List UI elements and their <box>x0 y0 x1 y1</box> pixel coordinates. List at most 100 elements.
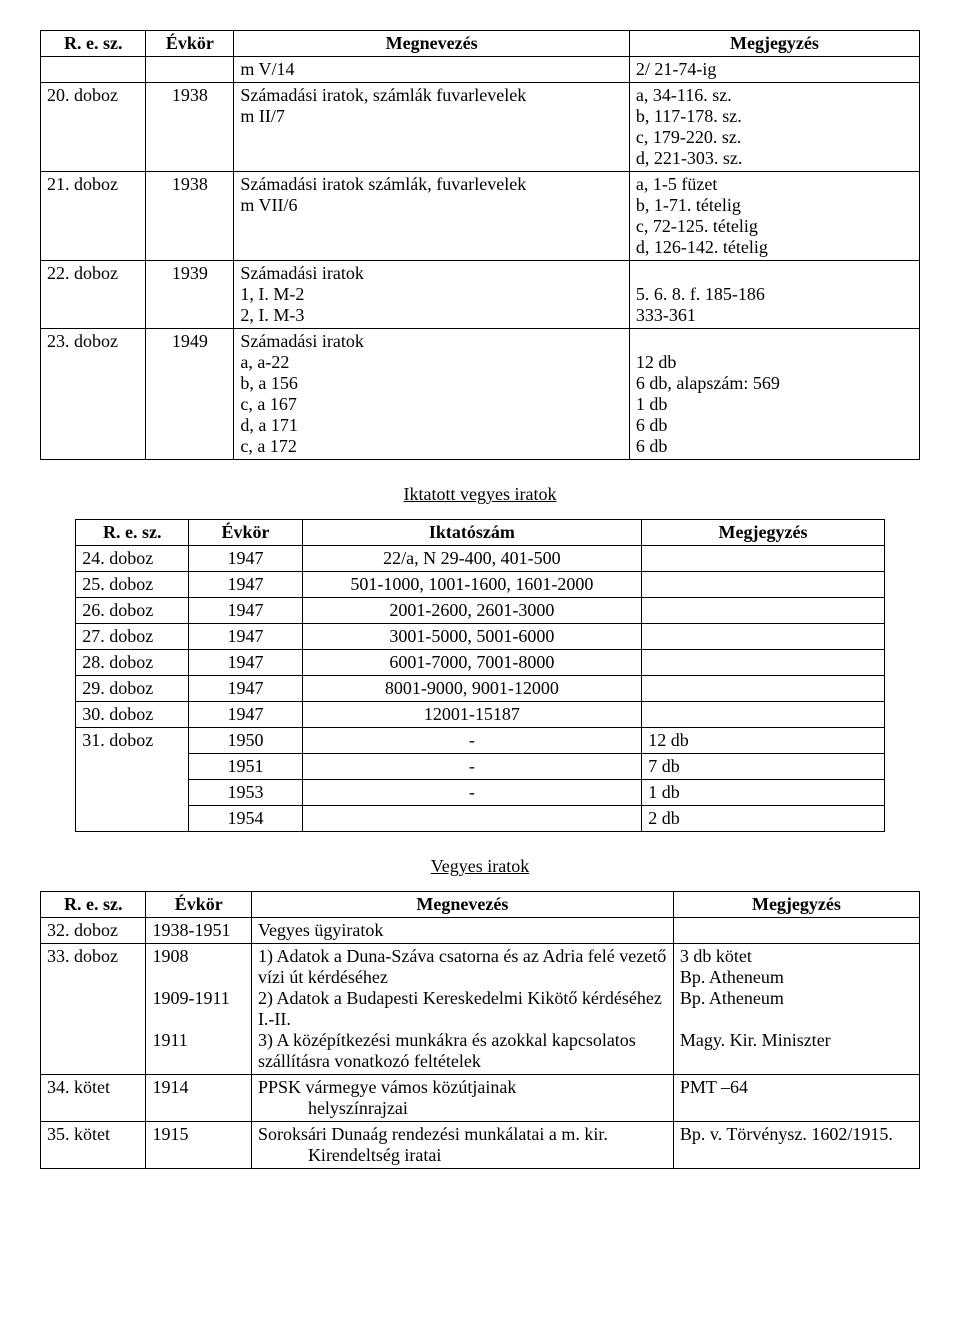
cell: Számadási iratok számlák, fuvarlevelekm … <box>234 172 630 261</box>
cell: 12 db <box>642 728 885 754</box>
col-header: Évkör <box>146 892 251 918</box>
cell: a, 34-116. sz.b, 117-178. sz.c, 179-220.… <box>629 83 919 172</box>
cell: Számadási iratok1, I. M-22, I. M-3 <box>234 261 630 329</box>
cell: 25. doboz <box>76 572 189 598</box>
cell: 7 db <box>642 754 885 780</box>
col-header: Megnevezés <box>234 31 630 57</box>
cell <box>76 754 189 780</box>
cell: 1 db <box>642 780 885 806</box>
cell: PMT –64 <box>673 1075 919 1122</box>
cell: 3 db kötetBp. AtheneumBp. AtheneumMagy. … <box>673 944 919 1075</box>
cell <box>642 650 885 676</box>
table-row: 34. kötet1914PPSK vármegye vámos közútja… <box>41 1075 920 1122</box>
table-row: 22. doboz1939Számadási iratok1, I. M-22,… <box>41 261 920 329</box>
cell: 2/ 21-74-ig <box>629 57 919 83</box>
cell: 1950 <box>189 728 302 754</box>
cell: 1953 <box>189 780 302 806</box>
cell: 31. doboz <box>76 728 189 754</box>
table-row: 25. doboz1947501-1000, 1001-1600, 1601-2… <box>76 572 885 598</box>
cell: 12001-15187 <box>302 702 642 728</box>
table-row: R. e. sz. Évkör Megnevezés Megjegyzés <box>41 31 920 57</box>
cell: Soroksári Dunaág rendezési munkálatai a … <box>251 1122 673 1169</box>
cell: 1) Adatok a Duna-Száva csatorna és az Ad… <box>251 944 673 1075</box>
cell: 1947 <box>189 572 302 598</box>
cell: 24. doboz <box>76 546 189 572</box>
cell: 1954 <box>189 806 302 832</box>
cell <box>302 806 642 832</box>
cell: m V/14 <box>234 57 630 83</box>
cell: - <box>302 728 642 754</box>
cell: 22/a, N 29-400, 401-500 <box>302 546 642 572</box>
cell: 1947 <box>189 650 302 676</box>
table-row: 27. doboz19473001-5000, 5001-6000 <box>76 624 885 650</box>
table-row: 29. doboz19478001-9000, 9001-12000 <box>76 676 885 702</box>
cell: Vegyes ügyiratok <box>251 918 673 944</box>
cell <box>146 57 234 83</box>
col-header: R. e. sz. <box>41 31 146 57</box>
cell: PPSK vármegye vámos közútjainakhelyszínr… <box>251 1075 673 1122</box>
cell: 1947 <box>189 676 302 702</box>
table-row: m V/142/ 21-74-ig <box>41 57 920 83</box>
cell: 6001-7000, 7001-8000 <box>302 650 642 676</box>
table-row: 28. doboz19476001-7000, 7001-8000 <box>76 650 885 676</box>
cell: 35. kötet <box>41 1122 146 1169</box>
cell: 33. doboz <box>41 944 146 1075</box>
cell: 5. 6. 8. f. 185-186333-361 <box>629 261 919 329</box>
col-header: Megjegyzés <box>629 31 919 57</box>
table-1: R. e. sz. Évkör Megnevezés Megjegyzés m … <box>40 30 920 460</box>
table-row: 26. doboz19472001-2600, 2601-3000 <box>76 598 885 624</box>
cell: 1947 <box>189 546 302 572</box>
cell <box>76 806 189 832</box>
cell: 27. doboz <box>76 624 189 650</box>
section-title-iktatott: Iktatott vegyes iratok <box>40 484 920 505</box>
cell: 22. doboz <box>41 261 146 329</box>
table-row: 35. kötet1915Soroksári Dunaág rendezési … <box>41 1122 920 1169</box>
table-row: R. e. sz. Évkör Iktatószám Megjegyzés <box>76 520 885 546</box>
cell: 1915 <box>146 1122 251 1169</box>
table-row: R. e. sz. Évkör Megnevezés Megjegyzés <box>41 892 920 918</box>
cell: 34. kötet <box>41 1075 146 1122</box>
cell <box>673 918 919 944</box>
cell: 21. doboz <box>41 172 146 261</box>
cell: 1949 <box>146 329 234 460</box>
cell: Bp. v. Törvénysz. 1602/1915. <box>673 1122 919 1169</box>
cell: 1938-1951 <box>146 918 251 944</box>
cell: 1951 <box>189 754 302 780</box>
table-row: 1951-7 db <box>76 754 885 780</box>
table-2: R. e. sz. Évkör Iktatószám Megjegyzés 24… <box>75 519 885 832</box>
cell: 501-1000, 1001-1600, 1601-2000 <box>302 572 642 598</box>
col-header: Évkör <box>146 31 234 57</box>
cell: 1938 <box>146 172 234 261</box>
table-row: 31. doboz1950-12 db <box>76 728 885 754</box>
cell: 2 db <box>642 806 885 832</box>
col-header: R. e. sz. <box>41 892 146 918</box>
cell: 30. doboz <box>76 702 189 728</box>
table-row: 33. doboz19081909-191119111) Adatok a Du… <box>41 944 920 1075</box>
table-row: 30. doboz194712001-15187 <box>76 702 885 728</box>
cell <box>642 676 885 702</box>
col-header: Évkör <box>189 520 302 546</box>
cell <box>642 572 885 598</box>
cell: 1938 <box>146 83 234 172</box>
col-header: Megnevezés <box>251 892 673 918</box>
cell: a, 1-5 füzetb, 1-71. tételigc, 72-125. t… <box>629 172 919 261</box>
table-row: 1954 2 db <box>76 806 885 832</box>
col-header: Iktatószám <box>302 520 642 546</box>
cell: Számadási iratoka, a-22b, a 156c, a 167d… <box>234 329 630 460</box>
table-row: 32. doboz1938-1951Vegyes ügyiratok <box>41 918 920 944</box>
cell: Számadási iratok, számlák fuvarlevelekm … <box>234 83 630 172</box>
cell: 23. doboz <box>41 329 146 460</box>
section-title-vegyes: Vegyes iratok <box>40 856 920 877</box>
cell: 32. doboz <box>41 918 146 944</box>
cell: 29. doboz <box>76 676 189 702</box>
cell <box>41 57 146 83</box>
cell: 12 db6 db, alapszám: 5691 db6 db6 db <box>629 329 919 460</box>
table-row: 1953-1 db <box>76 780 885 806</box>
table-row: 23. doboz1949Számadási iratoka, a-22b, a… <box>41 329 920 460</box>
cell: 1914 <box>146 1075 251 1122</box>
table-row: 21. doboz1938Számadási iratok számlák, f… <box>41 172 920 261</box>
cell <box>642 546 885 572</box>
cell: 28. doboz <box>76 650 189 676</box>
cell: - <box>302 780 642 806</box>
cell: 19081909-19111911 <box>146 944 251 1075</box>
